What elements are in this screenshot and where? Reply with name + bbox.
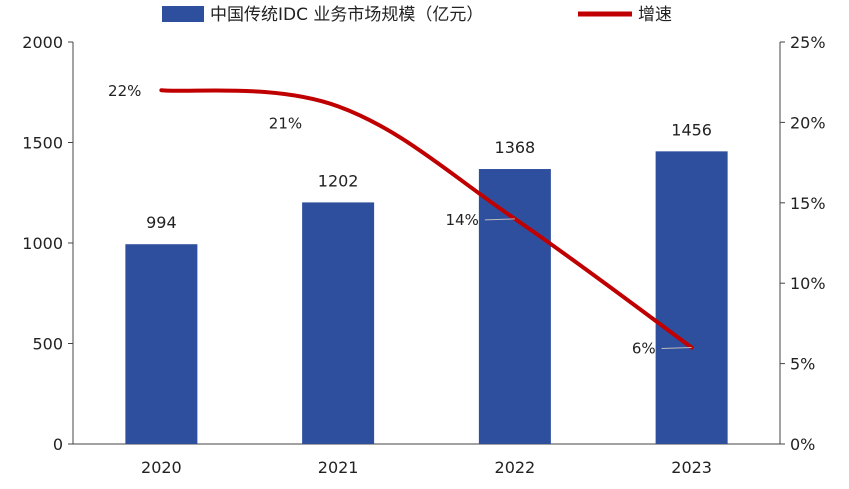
growth-value-label: 22% (108, 82, 141, 100)
x-tick-label: 2021 (318, 458, 359, 477)
bar-value-label: 1202 (318, 171, 359, 190)
bar (302, 202, 375, 444)
legend: 中国传统IDC 业务市场规模（亿元） 增速 (162, 5, 672, 25)
bar-value-label: 994 (146, 213, 177, 232)
growth-line (159, 88, 694, 350)
y-right-tick-label: 15% (790, 194, 826, 213)
growth-leader-line (484, 218, 515, 221)
y-left-tick-label: 1000 (22, 234, 63, 253)
bar-value-label: 1456 (671, 120, 712, 139)
y-left-tick-label: 0 (53, 435, 63, 454)
growth-value-label: 21% (269, 114, 302, 132)
growth-leader-line (661, 347, 692, 350)
plot-area: 0 500 1000 1500 2000 0% 5% 10% 15% 20% 25% 994 2020 1… (22, 33, 825, 477)
x-tick-label: 2020 (141, 458, 182, 477)
legend-bar-label: 中国传统IDC 业务市场规模（亿元） (210, 5, 483, 25)
y-right-tick-label: 10% (790, 274, 826, 293)
y-right-tick-label: 25% (790, 33, 826, 52)
legend-line-label: 增速 (638, 5, 672, 25)
bar (655, 151, 728, 444)
y-right-tick-label: 20% (790, 113, 826, 132)
y-left-tick-label: 2000 (22, 33, 63, 52)
y-right-tick-label: 0% (790, 435, 815, 454)
y-right-tick-label: 5% (790, 355, 815, 374)
bar (478, 169, 551, 445)
growth-value-label: 6% (632, 340, 656, 358)
y-left-tick-label: 500 (32, 335, 63, 354)
bar-value-label: 1368 (495, 138, 536, 157)
x-tick-label: 2022 (495, 458, 536, 477)
x-tick-label: 2023 (671, 458, 712, 477)
legend-bar-swatch (162, 6, 204, 22)
y-left-tick-label: 1500 (22, 134, 63, 153)
growth-value-label: 14% (446, 211, 479, 229)
bar (125, 244, 198, 444)
